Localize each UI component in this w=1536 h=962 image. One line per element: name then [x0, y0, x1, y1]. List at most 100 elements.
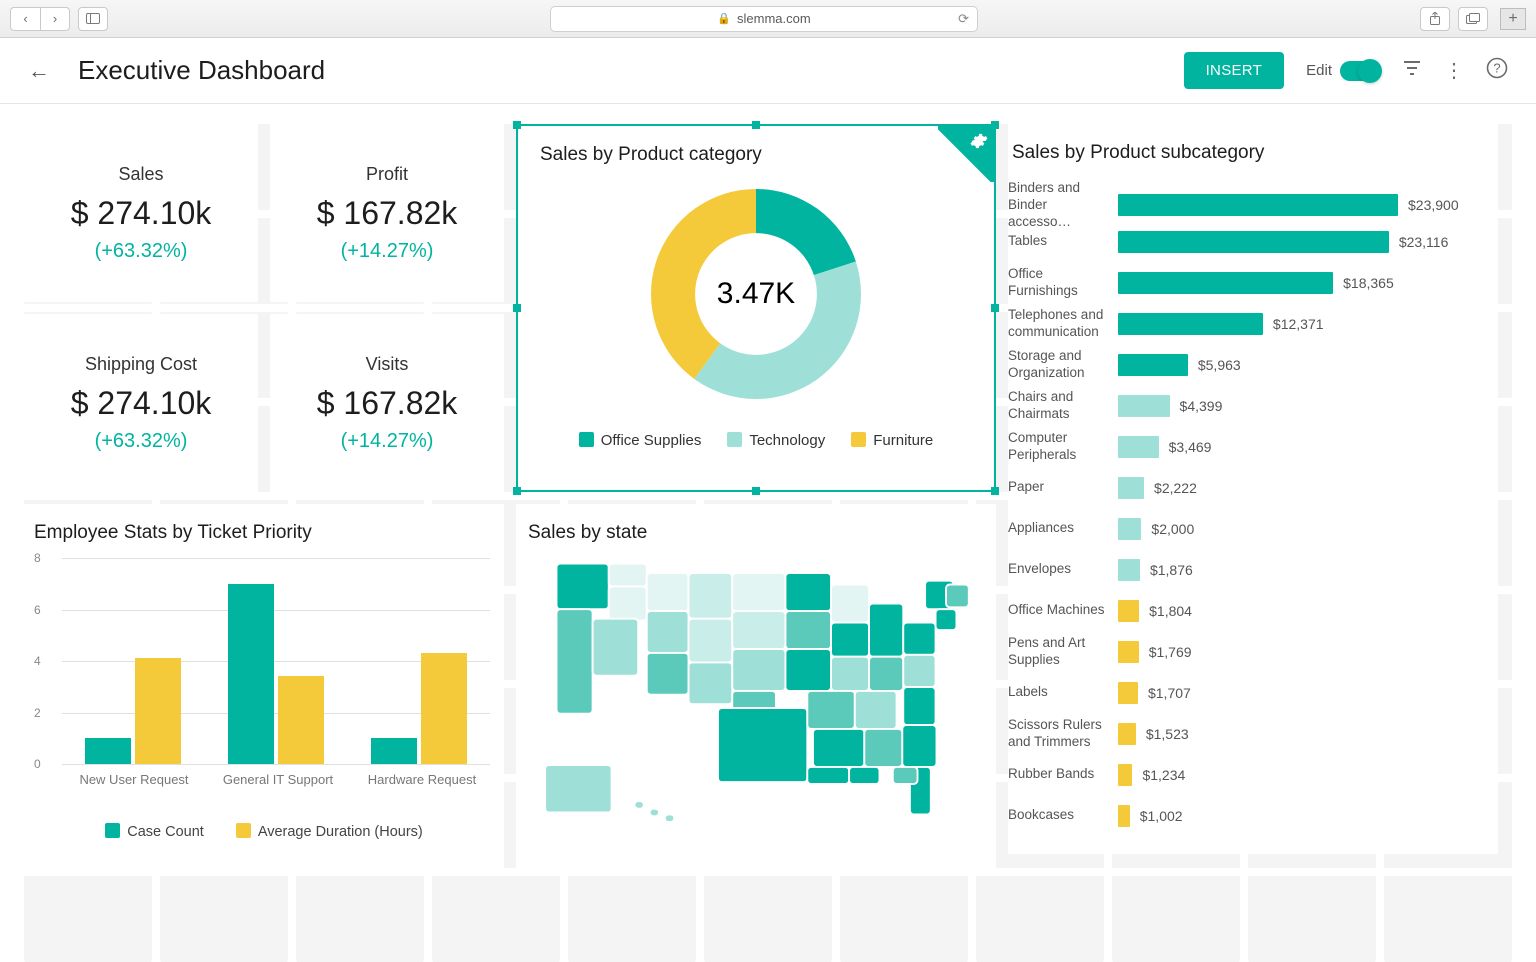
subcategory-row[interactable]: Chairs and Chairmats $4,399 [1008, 385, 1490, 426]
subcategory-label: Paper [1008, 479, 1118, 496]
subcategory-value: $1,707 [1148, 685, 1191, 701]
subcategory-bar [1118, 559, 1140, 581]
subcategory-bar [1118, 272, 1333, 294]
subcategory-value: $1,804 [1149, 603, 1192, 619]
subcategory-value: $3,469 [1169, 439, 1212, 455]
browser-back-button[interactable]: ‹ [10, 7, 40, 31]
legend-item: Case Count [105, 823, 204, 840]
subcategory-row[interactable]: Telephones and communication $12,371 [1008, 303, 1490, 344]
x-axis-label: General IT Support [206, 772, 350, 787]
employee-stats-card[interactable]: Employee Stats by Ticket Priority 02468 … [24, 504, 504, 874]
subcategory-value: $12,371 [1273, 316, 1324, 332]
browser-share-button[interactable] [1420, 7, 1450, 31]
subcategory-row[interactable]: Pens and Art Supplies $1,769 [1008, 631, 1490, 672]
subcategory-value: $2,222 [1154, 480, 1197, 496]
filter-icon[interactable] [1402, 59, 1422, 83]
donut-title: Sales by Product category [540, 144, 972, 166]
bar [228, 584, 274, 764]
subcategory-row[interactable]: Envelopes $1,876 [1008, 549, 1490, 590]
subcategory-value: $4,399 [1180, 398, 1223, 414]
bar [371, 738, 417, 764]
kpi-card[interactable]: Shipping Cost $ 274.10k (+63.32%) [24, 314, 258, 492]
us-map [528, 544, 984, 834]
browser-sidebar-button[interactable] [78, 7, 108, 31]
kpi-value: $ 274.10k [71, 385, 212, 422]
subcategory-bar [1118, 764, 1132, 786]
browser-forward-button[interactable]: › [40, 7, 70, 31]
subcategory-value: $18,365 [1343, 275, 1394, 291]
map-title: Sales by state [528, 522, 984, 544]
donut-card-selected[interactable]: Sales by Product category 3.47K Office S… [516, 124, 996, 492]
donut-center-value: 3.47K [717, 277, 795, 311]
subcategory-value: $1,523 [1146, 726, 1189, 742]
browser-new-tab-button[interactable]: + [1500, 8, 1526, 30]
subcategory-row[interactable]: Computer Peripherals $3,469 [1008, 426, 1490, 467]
kpi-value: $ 167.82k [317, 385, 458, 422]
bar [278, 676, 324, 764]
subcategory-label: Office Furnishings [1008, 266, 1118, 300]
subcategory-label: Rubber Bands [1008, 766, 1118, 783]
subcategory-bar [1118, 682, 1138, 704]
subcategory-value: $1,002 [1140, 808, 1183, 824]
x-axis-label: Hardware Request [350, 772, 494, 787]
app-header: ← Executive Dashboard INSERT Edit ⋮ ? [0, 38, 1536, 104]
subcategory-row[interactable]: Binders and Binder accesso… $23,900 [1008, 180, 1490, 221]
subcategory-bar [1118, 600, 1139, 622]
back-arrow-button[interactable]: ← [28, 58, 54, 84]
reload-icon[interactable]: ⟳ [958, 11, 969, 27]
x-axis-label: New User Request [62, 772, 206, 787]
subcategory-row[interactable]: Appliances $2,000 [1008, 508, 1490, 549]
browser-url-bar[interactable]: 🔒 slemma.com ⟳ [550, 6, 978, 32]
subcategory-bar [1118, 477, 1144, 499]
more-menu-icon[interactable]: ⋮ [1444, 58, 1464, 83]
map-card[interactable]: Sales by state [516, 504, 996, 874]
subcategory-label: Tables [1008, 233, 1118, 250]
subcategory-bar [1118, 313, 1263, 335]
legend-item: Average Duration (Hours) [236, 823, 423, 840]
subcategory-row[interactable]: Office Machines $1,804 [1008, 590, 1490, 631]
subcategory-value: $5,963 [1198, 357, 1241, 373]
subcategory-row[interactable]: Office Furnishings $18,365 [1008, 262, 1490, 303]
browser-toolbar: ‹ › 🔒 slemma.com ⟳ + [0, 0, 1536, 38]
kpi-grid: Sales $ 274.10k (+63.32%)Profit $ 167.82… [24, 124, 504, 492]
edit-label: Edit [1306, 62, 1332, 79]
bar [135, 658, 181, 764]
kpi-card[interactable]: Profit $ 167.82k (+14.27%) [270, 124, 504, 302]
subcategory-value: $2,000 [1151, 521, 1194, 537]
subcategory-label: Chairs and Chairmats [1008, 389, 1118, 423]
subcategory-label: Appliances [1008, 520, 1118, 537]
subcategory-value: $23,116 [1399, 234, 1449, 250]
kpi-card[interactable]: Visits $ 167.82k (+14.27%) [270, 314, 504, 492]
kpi-card[interactable]: Sales $ 274.10k (+63.32%) [24, 124, 258, 302]
subcategory-label: Telephones and communication [1008, 307, 1118, 341]
insert-button[interactable]: INSERT [1184, 52, 1285, 89]
subcategory-value: $1,876 [1150, 562, 1193, 578]
kpi-delta: (+63.32%) [95, 240, 188, 263]
help-icon[interactable]: ? [1486, 57, 1508, 85]
svg-text:?: ? [1493, 60, 1500, 75]
subcategory-row[interactable]: Labels $1,707 [1008, 672, 1490, 713]
subcategory-value: $1,234 [1142, 767, 1185, 783]
subcategory-label: Envelopes [1008, 561, 1118, 578]
subcategory-row[interactable]: Bookcases $1,002 [1008, 795, 1490, 836]
subcategory-bar [1118, 805, 1130, 827]
browser-tabs-button[interactable] [1458, 7, 1488, 31]
kpi-title: Visits [366, 354, 409, 375]
subcategory-row[interactable]: Storage and Organization $5,963 [1008, 344, 1490, 385]
kpi-title: Shipping Cost [85, 354, 197, 375]
edit-toggle[interactable] [1340, 61, 1380, 81]
subcategory-row[interactable]: Paper $2,222 [1008, 467, 1490, 508]
kpi-title: Profit [366, 164, 408, 185]
subcategory-label: Scissors Rulers and Trimmers [1008, 717, 1118, 751]
subcategory-bar [1118, 231, 1389, 253]
url-host-text: slemma.com [737, 11, 811, 26]
subcategory-label: Binders and Binder accesso… [1008, 180, 1118, 231]
subcategory-row[interactable]: Rubber Bands $1,234 [1008, 754, 1490, 795]
kpi-value: $ 167.82k [317, 195, 458, 232]
subcategory-bar [1118, 354, 1188, 376]
subcategory-row[interactable]: Scissors Rulers and Trimmers $1,523 [1008, 713, 1490, 754]
subcategory-card[interactable]: Sales by Product subcategory Binders and… [1008, 124, 1498, 854]
employee-stats-title: Employee Stats by Ticket Priority [34, 522, 494, 544]
subcategory-value: $23,900 [1408, 197, 1459, 213]
subcategory-value: $1,769 [1149, 644, 1192, 660]
